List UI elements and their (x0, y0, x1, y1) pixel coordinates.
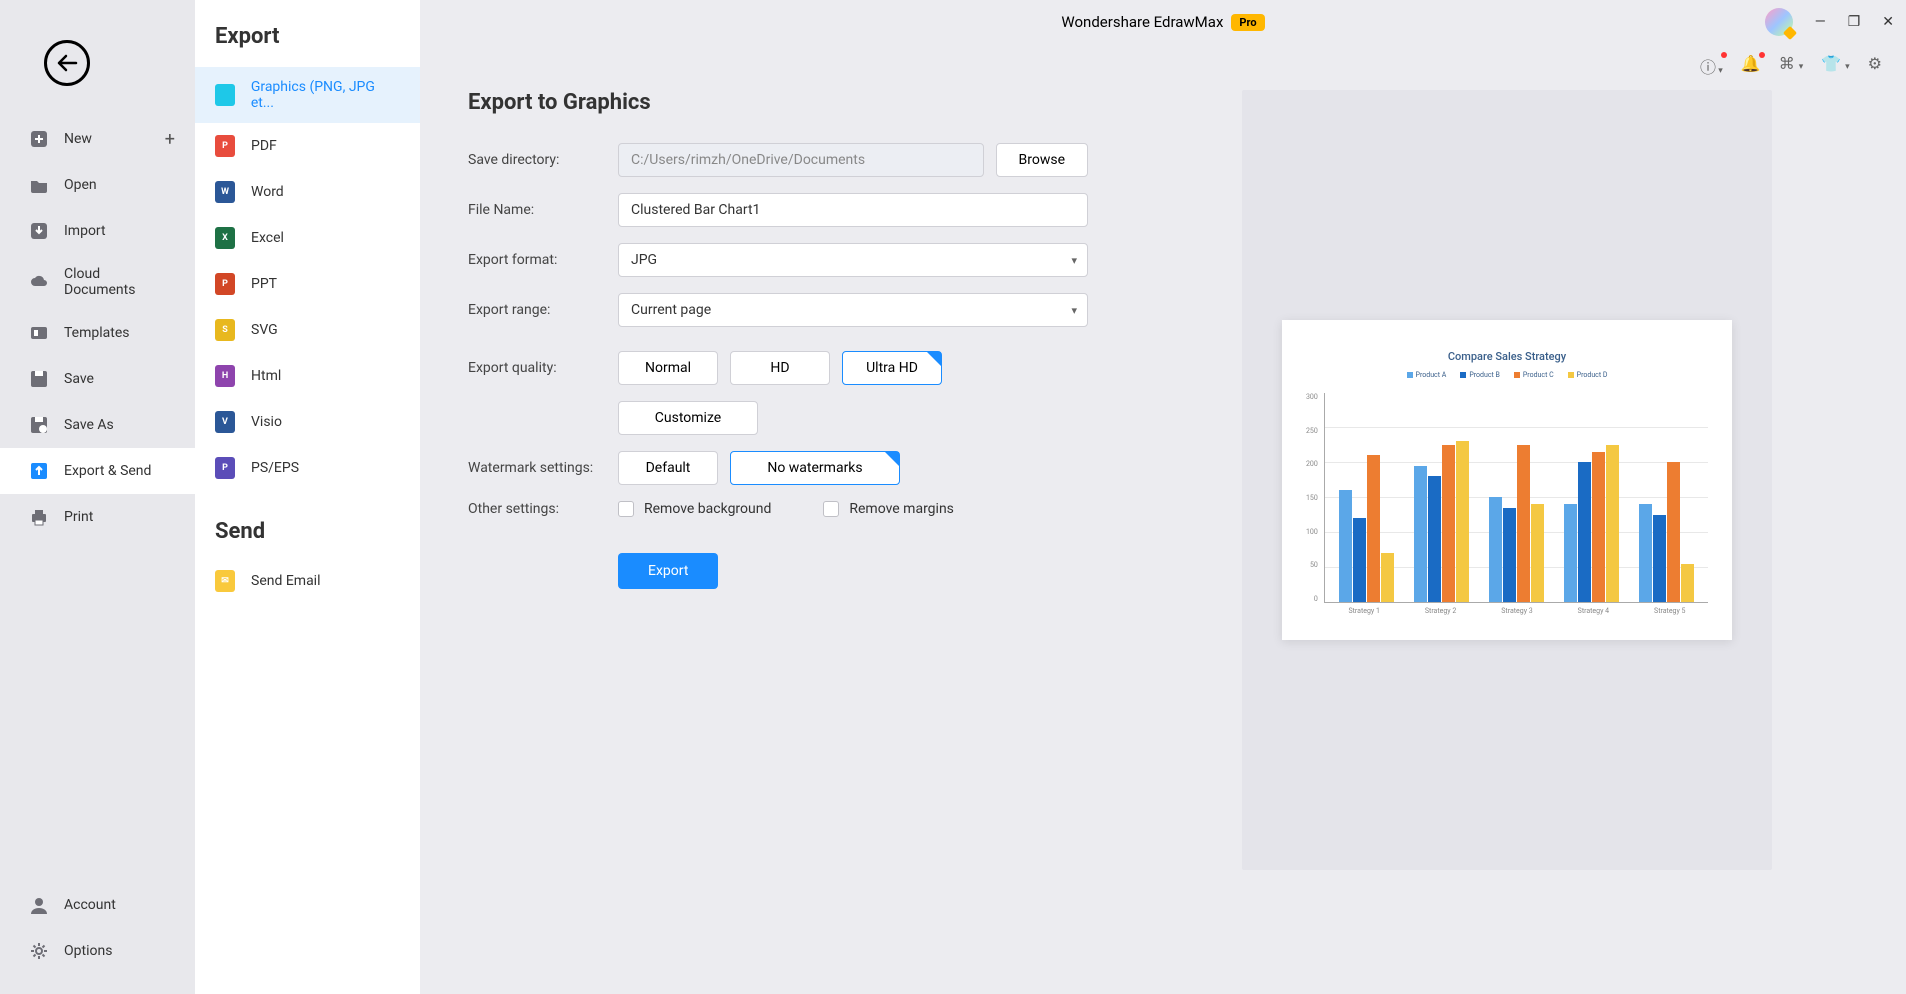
quality-ultrahd-button[interactable]: Ultra HD (842, 351, 942, 385)
export-preview: Compare Sales Strategy Product AProduct … (1242, 90, 1772, 870)
watermark-none-button[interactable]: No watermarks (730, 451, 900, 485)
quality-normal-button[interactable]: Normal (618, 351, 718, 385)
user-avatar[interactable] (1765, 8, 1793, 36)
main-area: Wondershare EdrawMax Pro — ❐ ✕ ⓘ ▾ 🔔 ⌘ ▾… (420, 0, 1906, 994)
options-icon (28, 940, 50, 962)
account-icon (28, 894, 50, 916)
watermark-default-button[interactable]: Default (618, 451, 718, 485)
visio-file-icon: V (215, 411, 235, 433)
graphics-file-icon (215, 84, 235, 106)
sidebar-item-open[interactable]: Open (0, 162, 195, 208)
remove-margins-label: Remove margins (849, 501, 954, 517)
new-icon (28, 128, 50, 150)
sidebar-item-saveas[interactable]: Save As (0, 402, 195, 448)
word-file-icon: W (215, 181, 235, 203)
remove-background-checkbox[interactable] (618, 501, 634, 517)
export-quality-label: Export quality: (468, 360, 618, 376)
templates-icon (28, 322, 50, 344)
chart-y-axis: 300250200150100500 (1306, 393, 1324, 603)
file-name-label: File Name: (468, 202, 618, 218)
bar-group (1339, 455, 1394, 602)
export-type-excel[interactable]: XExcel (195, 215, 420, 261)
email-icon: ✉ (215, 570, 235, 592)
bar-group (1414, 441, 1469, 602)
browse-button[interactable]: Browse (996, 143, 1088, 177)
sidebar-item-save[interactable]: Save (0, 356, 195, 402)
back-button[interactable] (44, 40, 90, 86)
export-type-word[interactable]: WWord (195, 169, 420, 215)
bar-group (1639, 462, 1694, 602)
ppt-file-icon: P (215, 273, 235, 295)
import-icon (28, 220, 50, 242)
print-icon (28, 506, 50, 528)
export-form: Export to Graphics Save directory: Brows… (468, 90, 1088, 870)
chart-plot (1324, 393, 1708, 603)
sidebar-item-import[interactable]: Import (0, 208, 195, 254)
quality-customize-button[interactable]: Customize (618, 401, 758, 435)
send-header: Send (195, 491, 420, 558)
export-icon (28, 460, 50, 482)
chart-preview: Compare Sales Strategy Product AProduct … (1282, 320, 1732, 640)
chart-title: Compare Sales Strategy (1306, 350, 1708, 363)
file-menu-sidebar: New+OpenImportCloud DocumentsTemplatesSa… (0, 0, 195, 994)
export-format-select[interactable]: JPG (618, 243, 1088, 277)
theme-icon[interactable]: 👕 ▾ (1821, 54, 1849, 78)
export-type-pdf[interactable]: PPDF (195, 123, 420, 169)
export-type-pseps[interactable]: PPS/EPS (195, 445, 420, 491)
remove-background-label: Remove background (644, 501, 771, 517)
shortcuts-icon[interactable]: ⌘ ▾ (1779, 54, 1804, 78)
pro-badge: Pro (1231, 14, 1264, 31)
remove-margins-checkbox[interactable] (823, 501, 839, 517)
file-name-input[interactable] (618, 193, 1088, 227)
chart-x-axis: Strategy 1Strategy 2Strategy 3Strategy 4… (1306, 607, 1708, 615)
bar-group (1489, 445, 1544, 603)
sidebar-item-cloud[interactable]: Cloud Documents (0, 254, 195, 310)
sidebar-item-options[interactable]: Options (0, 928, 195, 974)
open-icon (28, 174, 50, 196)
save-directory-input[interactable] (618, 143, 984, 177)
sidebar-item-templates[interactable]: Templates (0, 310, 195, 356)
export-type-visio[interactable]: VVisio (195, 399, 420, 445)
minimize-button[interactable]: — (1815, 14, 1826, 30)
export-type-html[interactable]: HHtml (195, 353, 420, 399)
export-range-label: Export range: (468, 302, 618, 318)
watermark-label: Watermark settings: (468, 460, 618, 476)
pseps-file-icon: P (215, 457, 235, 479)
sidebar-item-export[interactable]: Export & Send (0, 448, 195, 494)
help-icon[interactable]: ⓘ ▾ (1700, 54, 1723, 78)
export-button[interactable]: Export (618, 553, 718, 589)
sidebar-item-account[interactable]: Account (0, 882, 195, 928)
export-range-select[interactable]: Current page (618, 293, 1088, 327)
sidebar-item-print[interactable]: Print (0, 494, 195, 540)
save-directory-label: Save directory: (468, 152, 618, 168)
sidebar-item-new[interactable]: New+ (0, 116, 195, 162)
export-header: Export (195, 24, 420, 67)
other-settings-label: Other settings: (468, 501, 618, 517)
excel-file-icon: X (215, 227, 235, 249)
notifications-icon[interactable]: 🔔 (1741, 54, 1761, 78)
cloud-icon (28, 271, 50, 293)
app-title: Wondershare EdrawMax (1061, 13, 1223, 31)
save-icon (28, 368, 50, 390)
saveas-icon (28, 414, 50, 436)
titlebar: Wondershare EdrawMax Pro — ❐ ✕ (420, 0, 1906, 44)
quality-hd-button[interactable]: HD (730, 351, 830, 385)
export-type-ppt[interactable]: PPPT (195, 261, 420, 307)
new-plus-icon[interactable]: + (165, 129, 175, 150)
form-title: Export to Graphics (468, 90, 1088, 115)
maximize-button[interactable]: ❐ (1848, 14, 1861, 30)
html-file-icon: H (215, 365, 235, 387)
pdf-file-icon: P (215, 135, 235, 157)
settings-icon[interactable]: ⚙ (1868, 54, 1882, 78)
export-types-panel: Export Graphics (PNG, JPG et...PPDFWWord… (195, 0, 420, 994)
svg-file-icon: S (215, 319, 235, 341)
send-type-email[interactable]: ✉Send Email (195, 558, 420, 604)
export-type-graphics[interactable]: Graphics (PNG, JPG et... (195, 67, 420, 123)
chart-legend: Product AProduct BProduct CProduct D (1306, 371, 1708, 379)
bar-group (1564, 445, 1619, 603)
export-type-svg[interactable]: SSVG (195, 307, 420, 353)
export-format-label: Export format: (468, 252, 618, 268)
close-button[interactable]: ✕ (1882, 14, 1894, 30)
